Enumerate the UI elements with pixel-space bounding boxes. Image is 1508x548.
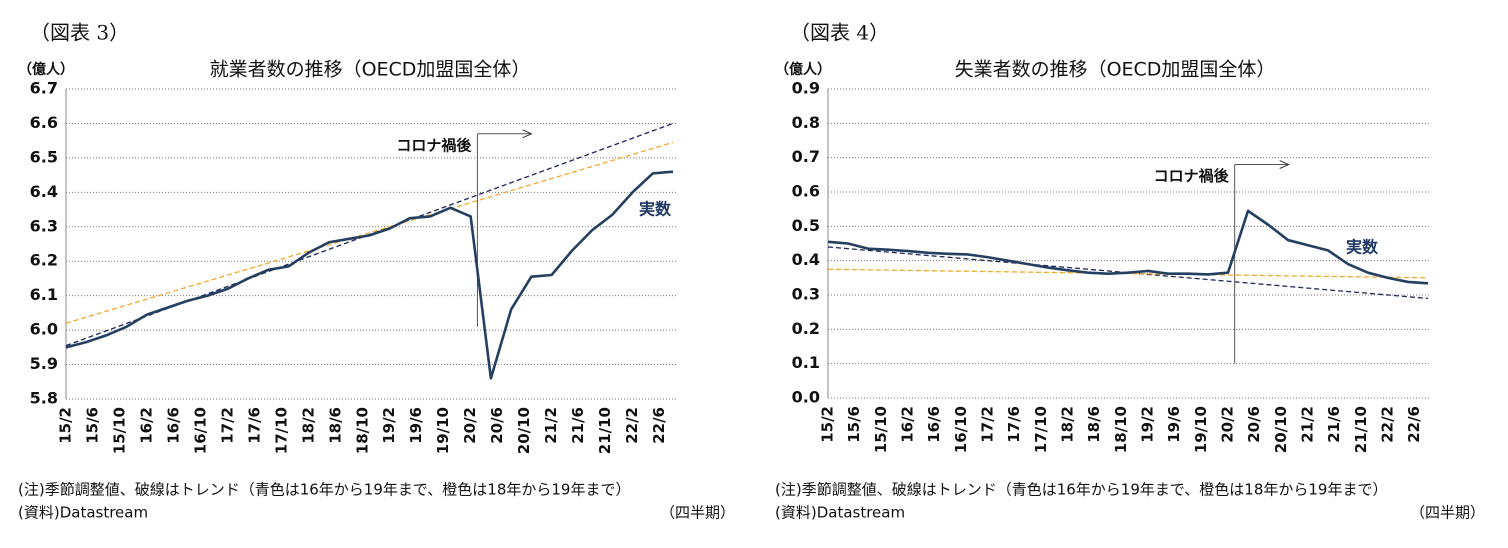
figure-label: （図表 4） [790,21,889,45]
x-tick-label: 21/10 [596,407,614,454]
trend-line [65,141,674,324]
trend-line [827,246,1429,300]
figure-label: （図表 3） [30,21,129,45]
y-tick-label: 0.4 [792,250,820,269]
x-tick-label: 18/6 [326,407,344,444]
y-unit: （億人） [18,61,74,78]
x-tick-label: 20/6 [488,407,506,444]
x-tick-label: 20/10 [1272,406,1290,453]
x-tick-label: 20/10 [515,407,533,454]
y-tick-label: 6.5 [30,147,58,166]
y-tick-label: 6.6 [30,113,58,132]
x-tick-label: 18/10 [1112,406,1130,453]
x-tick-label: 20/2 [461,407,479,444]
chart-title: 失業者数の推移（OECD加盟国全体） [955,59,1276,81]
x-tick-label: 22/6 [1405,406,1423,443]
x-tick-label: 16/6 [925,406,943,443]
y-tick-label: 0.5 [792,216,820,235]
x-tick-label: 17/2 [979,406,997,443]
x-tick-label: 17/6 [245,407,263,444]
x-tick-label: 20/2 [1219,406,1237,443]
x-tick-label: 21/2 [1299,406,1317,443]
x-tick-label: 16/6 [164,407,182,444]
x-tick-label: 15/6 [83,407,101,444]
note: (注)季節調整値、破線はトレンド（青色は16年から19年まで、橙色は18年から1… [18,481,630,499]
x-unit: （四半期） [1410,504,1485,522]
x-unit: （四半期） [660,504,735,522]
x-tick-label: 22/2 [623,407,641,444]
annotation-text: コロナ禍後 [396,136,472,154]
note: (注)季節調整値、破線はトレンド（青色は16年から19年まで、橙色は18年から1… [775,481,1387,499]
chart-title: 就業者数の推移（OECD加盟国全体） [210,59,531,81]
y-tick-label: 0.8 [792,113,820,132]
series-line [65,170,674,380]
y-tick-label: 6.7 [30,79,58,98]
note: (資料)Datastream [18,504,148,522]
x-tick-label: 18/2 [299,407,317,444]
x-tick-label: 19/6 [1165,406,1183,443]
x-tick-label: 21/10 [1352,406,1370,453]
x-tick-label: 17/6 [1005,406,1023,443]
y-tick-label: 6.3 [30,216,58,235]
y-tick-label: 6.0 [30,320,58,339]
x-tick-label: 16/10 [952,406,970,453]
annotation-text: コロナ禍後 [1154,167,1230,185]
y-tick-label: 0.7 [792,147,820,166]
y-tick-label: 0.0 [792,388,820,407]
x-tick-label: 21/2 [542,407,560,444]
y-tick-label: 6.1 [30,285,58,304]
x-tick-label: 22/2 [1379,406,1397,443]
series-label: 実数 [1346,238,1379,257]
x-tick-label: 15/10 [872,406,890,453]
x-tick-label: 15/2 [819,406,837,443]
x-tick-label: 22/6 [650,407,668,444]
x-tick-label: 15/2 [57,407,75,444]
y-tick-label: 0.6 [792,182,820,201]
x-tick-label: 19/2 [380,407,398,444]
x-tick-label: 21/6 [569,407,587,444]
note: (資料)Datastream [775,504,905,522]
x-tick-label: 18/10 [353,407,371,454]
x-tick-label: 15/6 [845,406,863,443]
x-tick-label: 18/2 [1059,406,1077,443]
y-tick-label: 0.3 [792,285,820,304]
y-tick-label: 0.2 [792,319,820,338]
x-tick-label: 21/6 [1325,406,1343,443]
x-tick-label: 17/2 [218,407,236,444]
series-line [827,209,1429,285]
y-tick-label: 0.9 [792,79,820,98]
x-tick-label: 20/6 [1245,406,1263,443]
y-tick-label: 5.9 [30,354,58,373]
x-tick-label: 17/10 [272,407,290,454]
x-tick-label: 19/2 [1139,406,1157,443]
y-tick-label: 6.4 [30,182,58,201]
x-tick-label: 18/6 [1085,406,1103,443]
x-tick-label: 16/2 [899,406,917,443]
series-label: 実数 [639,200,672,219]
y-unit: （億人） [775,61,831,78]
x-tick-label: 15/10 [110,407,128,454]
x-tick-label: 16/2 [137,407,155,444]
x-tick-label: 19/10 [434,407,452,454]
x-tick-label: 19/6 [407,407,425,444]
x-tick-label: 19/10 [1192,406,1210,453]
x-tick-label: 17/10 [1032,406,1050,453]
y-tick-label: 0.1 [792,353,820,372]
y-tick-label: 5.8 [30,389,58,408]
y-tick-label: 6.2 [30,251,58,270]
x-tick-label: 16/10 [191,407,209,454]
